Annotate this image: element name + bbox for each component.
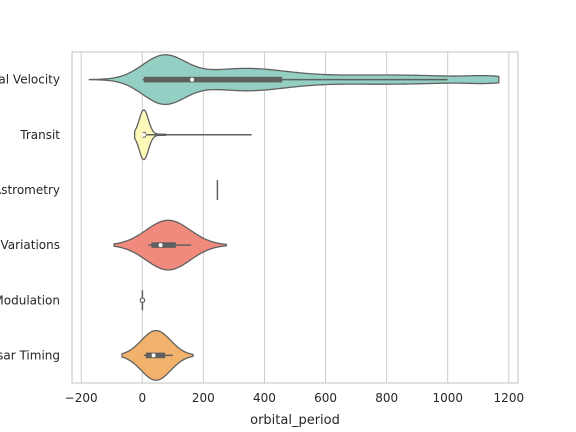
x-tick-label: −200 bbox=[65, 391, 98, 405]
category-label: Astrometry bbox=[0, 183, 60, 197]
grid-lines bbox=[80, 52, 510, 383]
violins bbox=[88, 54, 500, 381]
plot-frame bbox=[71, 51, 519, 384]
violin-group bbox=[139, 290, 146, 311]
category-label: Radial Velocity bbox=[0, 73, 60, 87]
plot-background bbox=[72, 52, 518, 383]
violin-median bbox=[158, 243, 163, 248]
x-tick-label: 800 bbox=[375, 391, 398, 405]
x-tick-label: 200 bbox=[192, 391, 215, 405]
x-tick-label: 1200 bbox=[494, 391, 525, 405]
violin-group bbox=[121, 329, 194, 381]
violin-group bbox=[113, 219, 227, 271]
violin-iqr-box bbox=[151, 242, 176, 248]
category-label: Transit bbox=[19, 128, 60, 142]
violin-median bbox=[139, 297, 146, 304]
violin-group bbox=[88, 54, 500, 106]
x-tick-label: 600 bbox=[314, 391, 337, 405]
x-tick-labels: −200 0 200 400 600 800 1000 1200 bbox=[65, 391, 524, 405]
violin-median bbox=[151, 353, 156, 358]
category-labels: Radial Velocity Transit Astrometry Eclipse … bbox=[0, 73, 60, 363]
violin-iqr-box bbox=[143, 76, 283, 83]
violin-median bbox=[190, 77, 195, 82]
category-label: Orbital Brightness Modulation bbox=[0, 293, 60, 307]
category-label: Pulsar Timing bbox=[0, 348, 60, 362]
x-tick-label: 1000 bbox=[432, 391, 463, 405]
violin-median bbox=[141, 132, 146, 137]
x-tick-label: 0 bbox=[138, 391, 146, 405]
violin-group bbox=[133, 109, 252, 161]
x-axis-label: orbital_period bbox=[250, 413, 340, 428]
category-label: Eclipse Timing Variations bbox=[0, 238, 60, 252]
x-tick-label: 400 bbox=[253, 391, 276, 405]
